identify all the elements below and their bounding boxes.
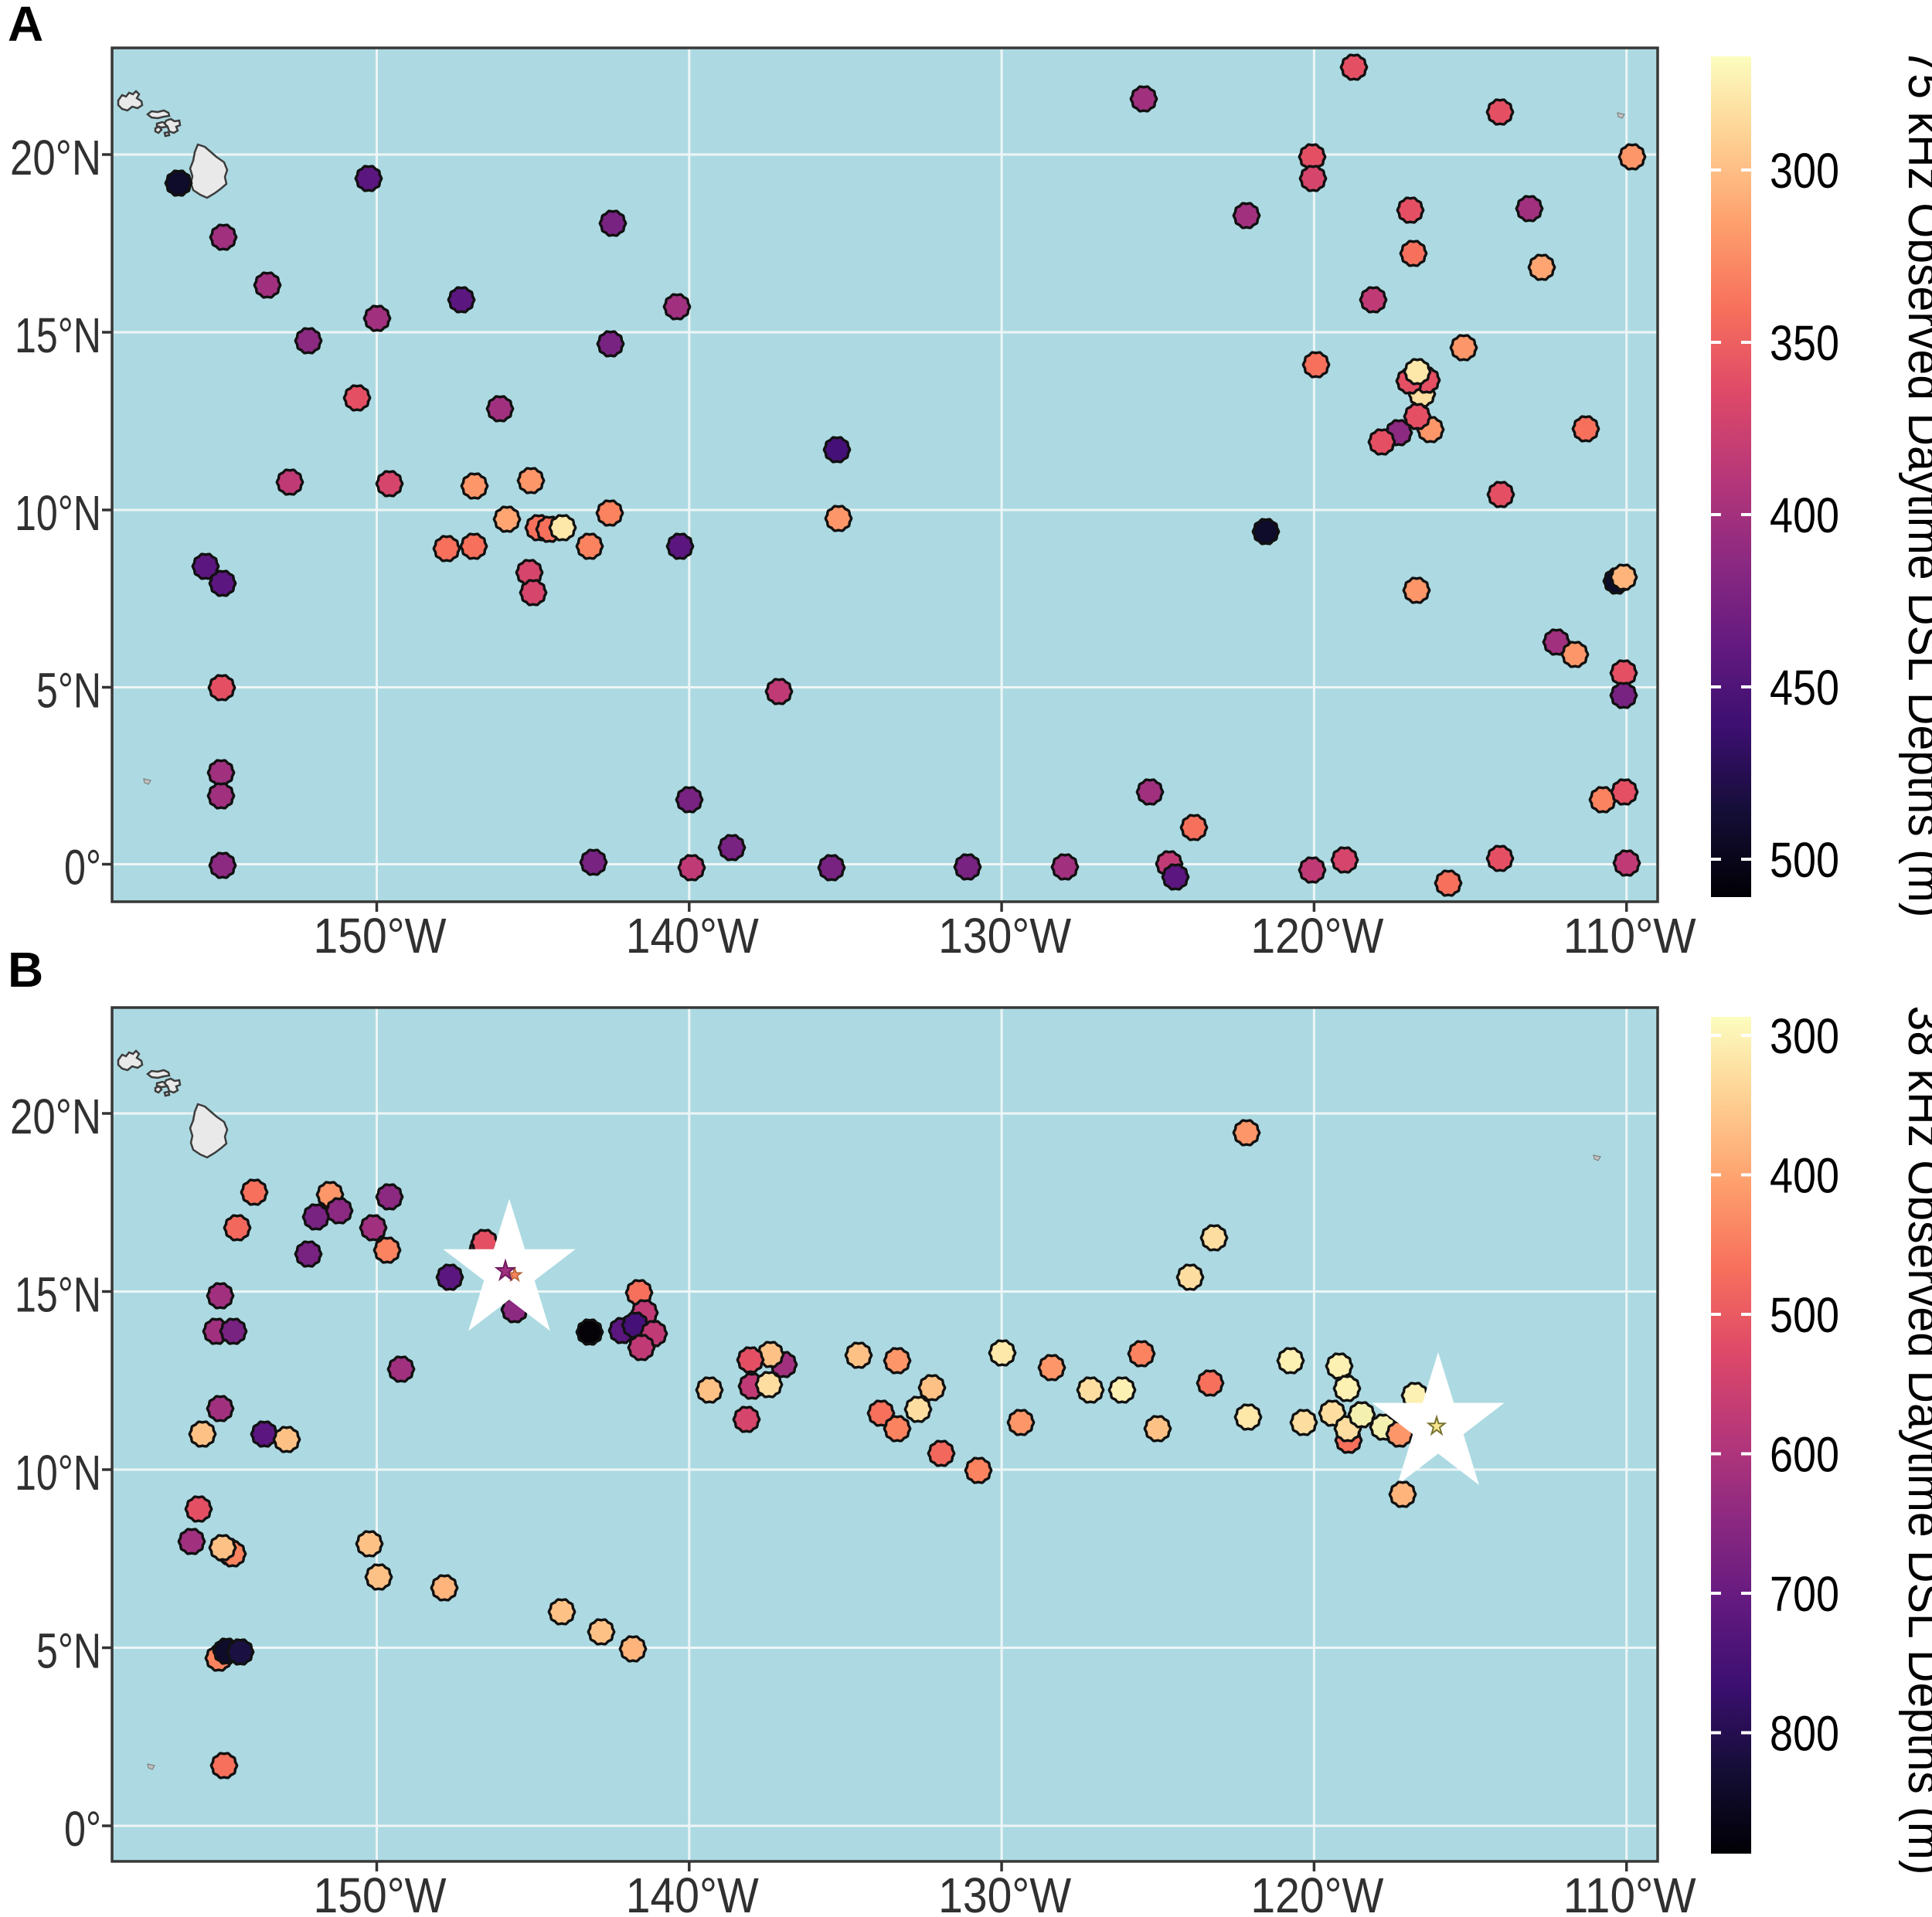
svg-text:150°W: 150°W: [314, 1868, 447, 1917]
svg-text:5°N: 5°N: [36, 663, 101, 719]
svg-text:450: 450: [1770, 660, 1839, 715]
svg-text:600: 600: [1770, 1427, 1839, 1483]
svg-text:700: 700: [1770, 1566, 1839, 1622]
svg-text:110°W: 110°W: [1563, 1868, 1697, 1917]
svg-text:38 kHz Observed Daytime DSL De: 38 kHz Observed Daytime DSL Depths (m): [1898, 1006, 1932, 1875]
svg-text:75 kHz Observed Daytime DSL De: 75 kHz Observed Daytime DSL Depths (m): [1898, 49, 1932, 918]
svg-text:400: 400: [1770, 488, 1839, 543]
svg-text:20°N: 20°N: [10, 130, 101, 185]
svg-text:300: 300: [1770, 1008, 1839, 1064]
svg-text:140°W: 140°W: [626, 908, 760, 964]
svg-text:15°N: 15°N: [15, 1267, 101, 1323]
svg-text:500: 500: [1770, 832, 1839, 888]
svg-text:400: 400: [1770, 1148, 1839, 1204]
svg-text:0°: 0°: [64, 840, 101, 896]
svg-text:10°N: 10°N: [15, 485, 101, 541]
svg-text:20°N: 20°N: [10, 1089, 101, 1144]
svg-text:120°W: 120°W: [1250, 908, 1384, 964]
svg-text:800: 800: [1770, 1706, 1839, 1762]
svg-text:110°W: 110°W: [1563, 908, 1697, 964]
svg-text:130°W: 130°W: [938, 1868, 1072, 1917]
svg-text:350: 350: [1770, 315, 1839, 371]
svg-text:10°N: 10°N: [15, 1445, 101, 1501]
svg-text:500: 500: [1770, 1287, 1839, 1343]
svg-text:130°W: 130°W: [938, 908, 1072, 964]
svg-text:A: A: [8, 0, 43, 52]
svg-text:140°W: 140°W: [626, 1868, 760, 1917]
svg-text:120°W: 120°W: [1250, 1868, 1384, 1917]
svg-text:5°N: 5°N: [36, 1623, 101, 1679]
svg-text:0°: 0°: [64, 1801, 101, 1857]
svg-text:300: 300: [1770, 143, 1839, 199]
svg-text:B: B: [8, 942, 43, 998]
svg-text:15°N: 15°N: [15, 308, 101, 363]
svg-text:150°W: 150°W: [314, 908, 447, 964]
